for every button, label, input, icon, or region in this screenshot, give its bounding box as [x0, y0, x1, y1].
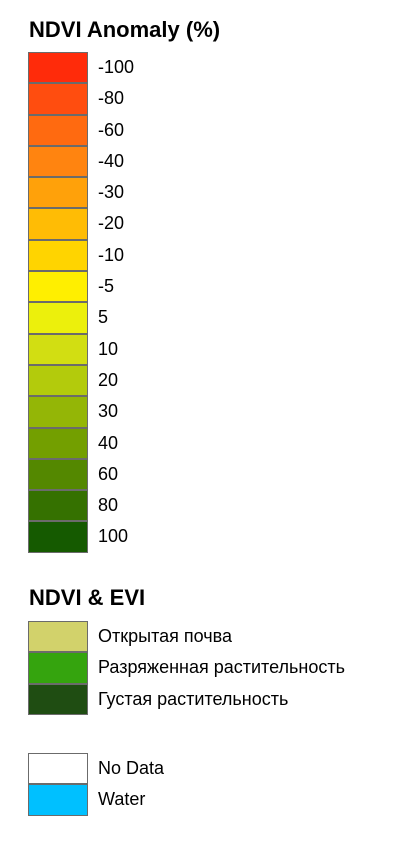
legend-swatch: [28, 208, 88, 240]
legend-swatch: [28, 621, 88, 653]
legend-label: Разряженная растительность: [98, 657, 345, 678]
legend-swatch: [28, 333, 88, 365]
legend-label: 10: [98, 338, 119, 359]
ndvi-evi-title: NDVI & EVI: [29, 585, 146, 610]
legend-swatch: [28, 271, 88, 303]
legend-swatch: [28, 753, 88, 785]
legend-item: 40: [28, 427, 388, 459]
legend-item: -5: [28, 271, 388, 303]
legend-item: -100: [28, 52, 388, 84]
legend-label: -10: [98, 244, 125, 265]
legend-item: 100: [28, 521, 388, 553]
legend-swatch: [28, 652, 88, 684]
legend-label: No Data: [98, 758, 165, 778]
legend-label: -40: [98, 150, 125, 171]
legend-item: -30: [28, 177, 388, 209]
legend-label: -20: [98, 213, 125, 234]
legend-swatch: [28, 784, 88, 816]
legend-item: -40: [28, 145, 388, 178]
legend-label: 20: [98, 369, 119, 390]
legend-item: Разряженная растительность: [28, 652, 388, 684]
legend-swatch: [28, 145, 88, 178]
legend-swatch: [28, 83, 88, 115]
legend-swatch: [28, 177, 88, 209]
legend-item: Открытая почва: [28, 621, 388, 653]
legend-item: 20: [28, 364, 388, 397]
legend-swatch: [28, 302, 88, 334]
legend-label: -80: [98, 88, 125, 109]
legend-label: 5: [98, 307, 109, 328]
legend-label: -30: [98, 182, 125, 203]
legend-label: -5: [98, 276, 115, 297]
legend-swatch: [28, 521, 88, 553]
legend-label: Открытая почва: [98, 626, 232, 646]
legend-swatch: [28, 52, 88, 84]
legend-label: 30: [98, 401, 119, 422]
legend-item: No Data: [28, 753, 388, 785]
legend-item: Густая растительность: [28, 683, 388, 715]
legend-item: 80: [28, 490, 388, 522]
legend-swatch: [28, 490, 88, 522]
ndvi-evi-legend: Открытая почва Разряженная растительность…: [28, 621, 345, 715]
legend-swatch: [28, 458, 88, 491]
legend-swatch: [28, 114, 88, 146]
legend-item: 30: [28, 396, 388, 428]
legend-label: -100: [98, 57, 135, 77]
ndvi-anomaly-title: NDVI Anomaly (%): [29, 17, 221, 42]
legend-item: 10: [28, 333, 388, 365]
legend-swatch: [28, 427, 88, 459]
legend-label: 40: [98, 432, 119, 453]
legend-label: 60: [98, 463, 119, 484]
legend-label: -60: [98, 119, 125, 140]
legend-label: 100: [98, 526, 129, 547]
legend-item: -10: [28, 239, 388, 272]
legend-item: 5: [28, 302, 388, 334]
legend-item: -80: [28, 83, 388, 115]
legend-item: 60: [28, 458, 388, 491]
legend-item: -60: [28, 114, 388, 146]
legend-swatch: [28, 683, 88, 715]
legend-swatch: [28, 396, 88, 428]
ndvi-anomaly-legend: -100 -80 -60 -40 -30 -20 -10 -5 5 10 20 30 40 60 80 100: [28, 52, 134, 553]
legend-label: Water: [98, 789, 146, 810]
legend-item: -20: [28, 208, 388, 240]
legend-label: 80: [98, 495, 119, 516]
legend-item: Water: [28, 784, 388, 816]
legend-swatch: [28, 239, 88, 272]
other-classes-legend: No Data Water: [28, 753, 164, 816]
legend-label: Густая растительность: [98, 688, 289, 709]
legend-swatch: [28, 364, 88, 397]
